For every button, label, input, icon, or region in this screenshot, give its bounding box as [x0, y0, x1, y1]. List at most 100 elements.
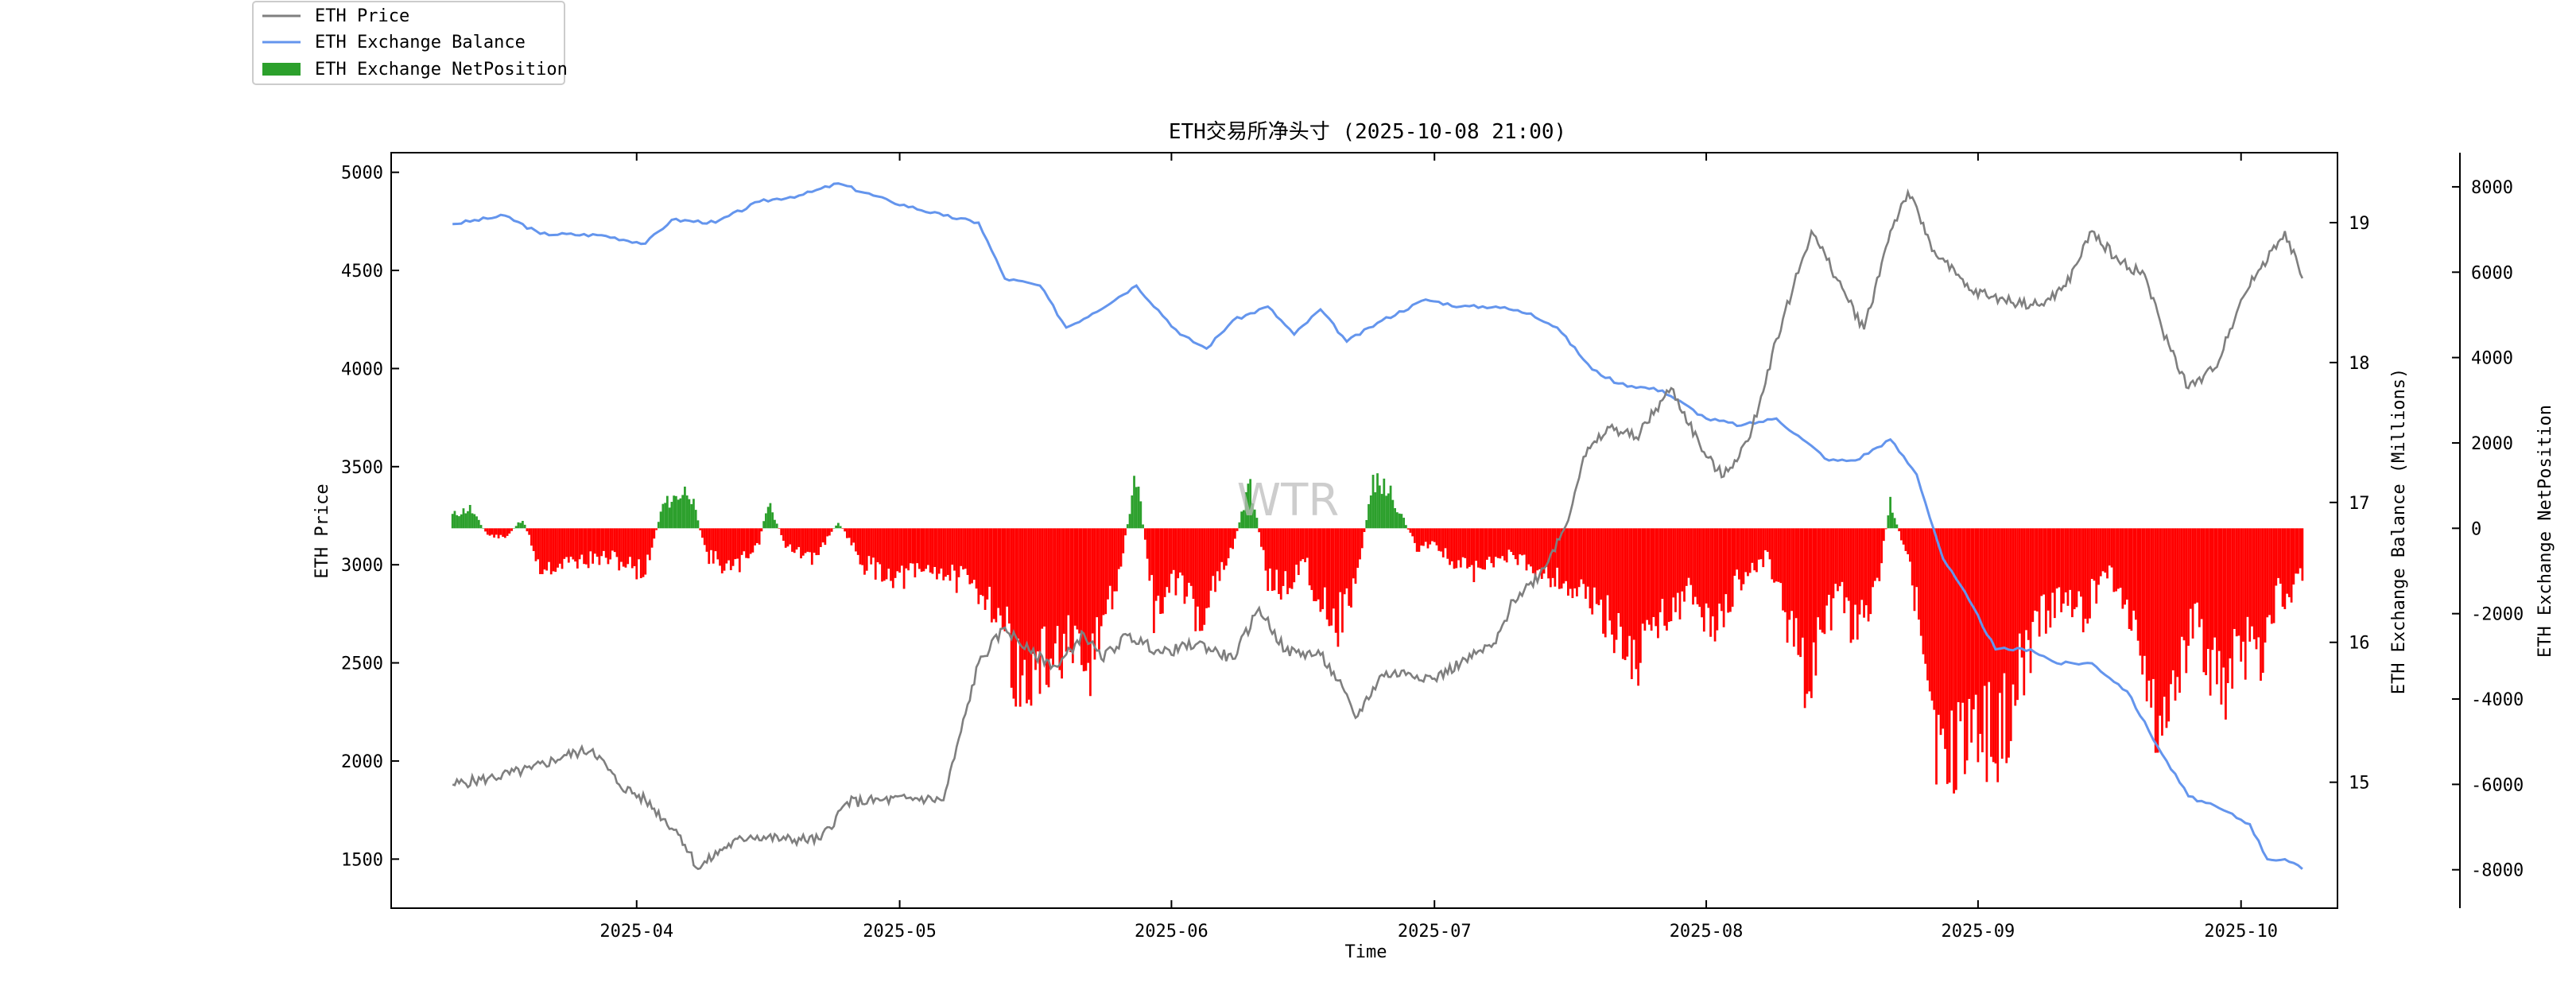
netposition-bar	[1983, 528, 1986, 686]
netposition-bar	[1606, 528, 1609, 596]
netposition-bar	[2090, 528, 2093, 579]
netposition-bar	[900, 528, 903, 566]
netposition-bar	[1244, 491, 1247, 529]
netposition-bar	[1238, 522, 1241, 529]
netposition-bar	[1860, 528, 1864, 600]
netposition-bar	[537, 528, 540, 560]
netposition-bar	[1457, 528, 1460, 561]
netposition-bar	[809, 528, 811, 553]
netposition-bar	[1869, 528, 1872, 615]
netposition-bar	[1371, 475, 1375, 529]
netposition-bar	[1137, 486, 1140, 529]
netposition-bar	[2216, 528, 2218, 685]
netposition-bar	[1026, 528, 1028, 704]
netposition-bar	[528, 528, 531, 535]
netposition-bar	[815, 528, 818, 556]
netposition-bar	[1536, 528, 1539, 571]
netposition-bar	[618, 528, 621, 571]
netposition-bar	[992, 528, 995, 619]
netposition-bar	[2027, 528, 2030, 640]
netposition-bar	[1898, 528, 1901, 532]
netposition-bar	[530, 528, 533, 546]
netposition-bar	[655, 528, 658, 530]
netposition-bar	[1012, 528, 1015, 699]
legend-swatch-netposition	[262, 63, 301, 76]
netposition-bar	[482, 528, 485, 529]
netposition-bar	[1724, 528, 1728, 595]
netposition-bar	[1988, 528, 1991, 682]
netposition-bar	[1858, 528, 1861, 615]
netposition-bar	[685, 495, 689, 529]
netposition-bar	[1232, 528, 1234, 550]
netposition-bar	[1124, 528, 1127, 536]
netposition-bar	[1023, 528, 1026, 660]
netposition-bar	[2089, 528, 2091, 619]
netposition-bar	[1759, 528, 1763, 560]
netposition-bar	[2073, 528, 2076, 610]
netposition-bar	[710, 528, 712, 550]
netposition-bar	[1152, 528, 1155, 634]
y-tick-label-netposition: 2000	[2471, 434, 2513, 454]
netposition-bar	[856, 528, 859, 555]
netposition-bar	[1650, 528, 1653, 631]
netposition-bar	[1740, 528, 1743, 591]
netposition-bar	[1604, 528, 1607, 638]
netposition-bar	[1530, 528, 1532, 567]
netposition-bar	[2124, 528, 2126, 605]
netposition-bar	[1915, 528, 1918, 588]
netposition-bar	[1472, 528, 1476, 583]
netposition-bar	[609, 528, 612, 560]
netposition-bar	[1692, 528, 1694, 605]
netposition-bar	[1470, 528, 1473, 565]
netposition-bar	[471, 513, 474, 529]
netposition-bar	[2287, 528, 2291, 597]
netposition-bar	[1084, 528, 1088, 671]
netposition-bar	[920, 528, 923, 572]
netposition-bar	[1406, 528, 1410, 530]
netposition-bar	[916, 528, 918, 564]
netposition-bar	[971, 528, 973, 584]
netposition-bar	[1475, 528, 1477, 561]
netposition-bar	[1979, 528, 1982, 734]
netposition-bar	[1330, 528, 1333, 626]
netposition-bar	[1729, 528, 1732, 612]
netposition-bar	[1304, 528, 1306, 562]
netposition-bar	[1565, 528, 1567, 581]
netposition-bar	[720, 528, 724, 574]
netposition-bar	[1466, 528, 1468, 569]
netposition-bar	[642, 528, 645, 577]
netposition-bar	[534, 528, 537, 561]
y-tick-label-netposition: -6000	[2471, 775, 2524, 795]
netposition-bar	[1453, 528, 1456, 569]
netposition-bar	[495, 528, 498, 535]
netposition-bar	[2206, 528, 2209, 649]
netposition-bar	[2062, 528, 2065, 604]
netposition-bar	[1589, 528, 1592, 608]
netposition-bar	[1017, 528, 1019, 639]
netposition-bar	[1117, 528, 1120, 569]
netposition-bar	[2060, 528, 2063, 612]
netposition-bar	[1365, 519, 1368, 529]
netposition-bar	[635, 528, 638, 580]
netposition-bar	[1792, 528, 1795, 647]
netposition-bar	[1751, 528, 1754, 563]
netposition-bar	[2018, 528, 2021, 634]
netposition-bar	[734, 528, 737, 560]
netposition-bar	[1996, 528, 2000, 783]
netposition-bar	[1336, 528, 1340, 647]
netposition-bar	[502, 528, 504, 537]
netposition-bar	[1356, 528, 1360, 569]
netposition-bar	[1476, 528, 1480, 568]
netposition-bar	[464, 513, 467, 529]
netposition-bar	[1878, 528, 1881, 581]
netposition-bar	[1093, 528, 1096, 660]
netposition-bar	[1764, 528, 1767, 550]
netposition-bar	[766, 507, 770, 529]
netposition-bar	[791, 528, 793, 552]
netposition-bar	[782, 528, 785, 542]
netposition-bar	[701, 528, 704, 538]
x-tick-label: 2025-09	[1942, 922, 2015, 942]
netposition-bar	[1707, 528, 1710, 608]
x-tick-label: 2025-10	[2204, 922, 2278, 942]
netposition-bar	[1828, 528, 1830, 595]
